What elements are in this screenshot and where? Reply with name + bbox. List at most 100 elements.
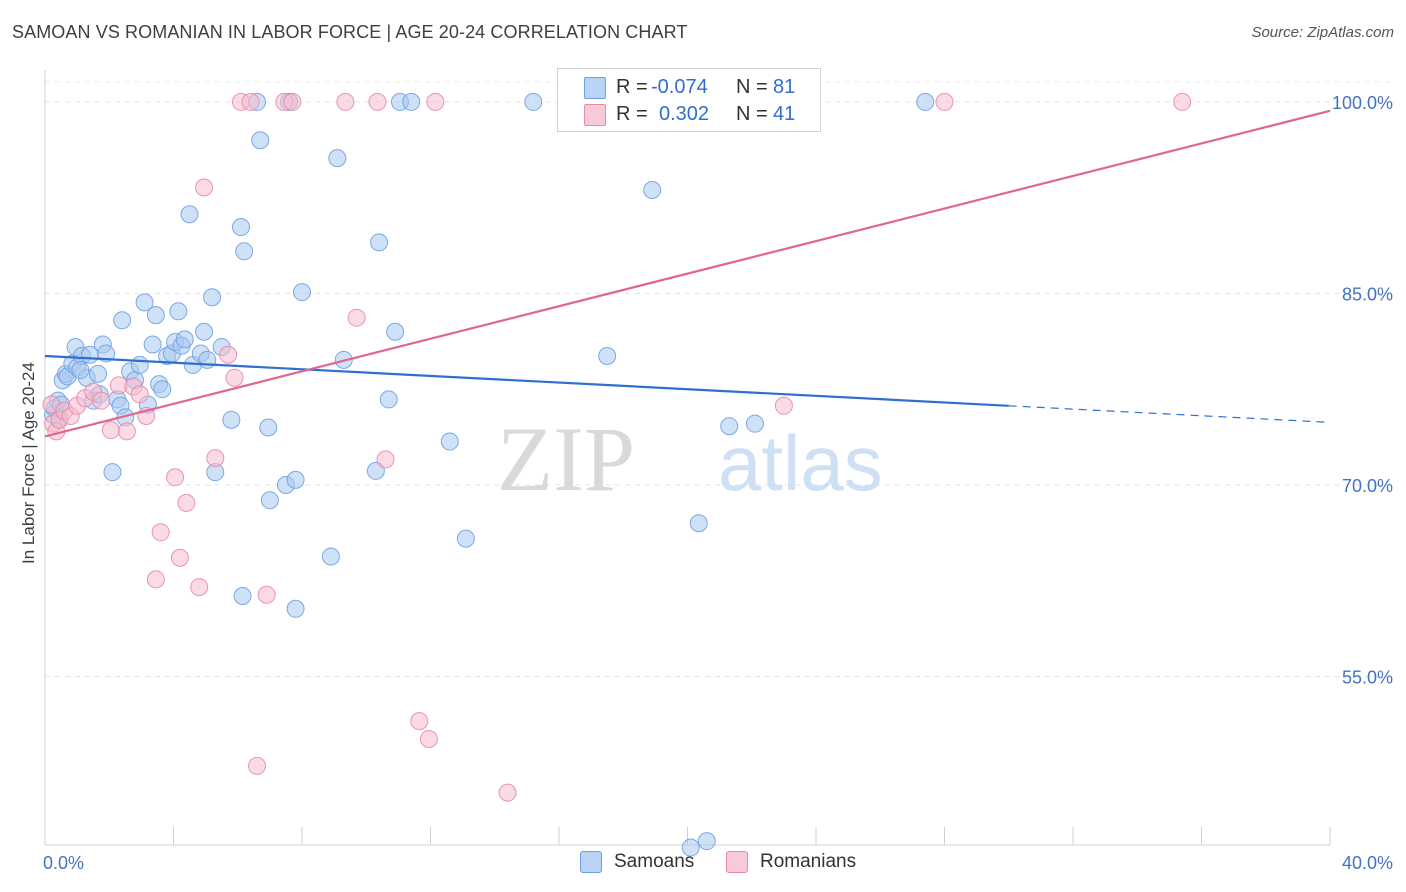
samoans-point bbox=[720, 417, 739, 436]
romanians-point bbox=[101, 421, 120, 440]
samoans-point bbox=[440, 432, 459, 451]
romanians-point bbox=[248, 756, 267, 775]
samoans-swatch bbox=[584, 77, 606, 99]
samoans-point bbox=[286, 599, 305, 618]
watermark-atlas: atlas bbox=[718, 419, 883, 507]
romanians-point bbox=[170, 548, 189, 567]
stats-legend: R = -0.074 N = 81 R = 0.302 N = 41 bbox=[557, 68, 821, 132]
legend-n-value: 41 bbox=[773, 102, 796, 125]
samoans-point bbox=[456, 529, 475, 548]
romanians-point bbox=[419, 730, 438, 749]
samoans-point bbox=[251, 131, 270, 150]
samoans-point bbox=[286, 470, 305, 489]
romanians-point bbox=[195, 178, 214, 197]
y-tick-label: 100.0% bbox=[1332, 93, 1393, 113]
romanians-point bbox=[241, 92, 260, 111]
samoans-point bbox=[379, 390, 398, 409]
legend-n-label: N = bbox=[736, 75, 768, 98]
watermark: ZIP atlas bbox=[497, 408, 883, 510]
bottom-legend-romanians: Romanians bbox=[726, 851, 856, 873]
samoans-legend-swatch bbox=[580, 851, 602, 873]
romanians-point bbox=[257, 585, 276, 604]
romanians-point bbox=[498, 783, 517, 802]
samoans-point bbox=[195, 322, 214, 341]
samoans-point bbox=[386, 322, 405, 341]
legend-r-label: R = bbox=[616, 75, 648, 98]
romanians-point bbox=[151, 523, 170, 542]
romanians-point bbox=[426, 92, 445, 111]
romanians-legend-swatch bbox=[726, 851, 748, 873]
samoans-point bbox=[103, 463, 122, 482]
tick-labels: 100.0% 85.0% 70.0% 55.0% 0.0% 40.0% bbox=[43, 93, 1393, 873]
chart-source: Source: ZipAtlas.com bbox=[1251, 24, 1394, 41]
x-tick-label: 40.0% bbox=[1342, 853, 1393, 873]
romanians-point bbox=[376, 450, 395, 469]
x-tick-label: 0.0% bbox=[43, 853, 84, 873]
samoans-point bbox=[143, 335, 162, 354]
romanians-point bbox=[177, 493, 196, 512]
chart-title: SAMOAN VS ROMANIAN IN LABOR FORCE | AGE … bbox=[12, 22, 688, 42]
romanians-swatch bbox=[584, 104, 606, 126]
romanians-point bbox=[1173, 92, 1192, 111]
romanians-legend-label: Romanians bbox=[760, 851, 857, 872]
samoans-point bbox=[524, 92, 543, 111]
samoans-point bbox=[916, 92, 935, 111]
samoans-point bbox=[135, 293, 154, 312]
romanians-point bbox=[92, 391, 111, 410]
romanians-point bbox=[225, 368, 244, 387]
samoans-point bbox=[260, 491, 279, 510]
bottom-legend-samoans: Samoans bbox=[580, 851, 694, 873]
samoans-point bbox=[180, 205, 199, 224]
samoans-point bbox=[402, 92, 421, 111]
samoans-point bbox=[222, 410, 241, 429]
romanians-point bbox=[206, 449, 225, 468]
samoans-point bbox=[321, 547, 340, 566]
samoans-point bbox=[153, 380, 172, 399]
samoans-point bbox=[146, 306, 165, 325]
samoans-point bbox=[97, 344, 116, 363]
watermark-zip: ZIP bbox=[497, 408, 635, 510]
axes bbox=[44, 70, 1331, 846]
samoans-point bbox=[113, 311, 132, 330]
samoans-point bbox=[130, 355, 149, 374]
romanians-point bbox=[935, 92, 954, 111]
samoans-point bbox=[689, 514, 708, 533]
romanians-point bbox=[130, 385, 149, 404]
samoans-point bbox=[71, 361, 90, 380]
legend-n-value: 81 bbox=[773, 75, 796, 98]
legend-r-value: -0.074 bbox=[651, 75, 708, 98]
romanians-point bbox=[410, 712, 429, 731]
samoans-point bbox=[366, 461, 385, 480]
y-tick-label: 70.0% bbox=[1342, 476, 1393, 496]
legend-r-value: 0.302 bbox=[659, 102, 710, 125]
romanians-point bbox=[219, 345, 238, 364]
romanians-point bbox=[283, 92, 302, 111]
romanians-point bbox=[774, 396, 793, 415]
samoans-point bbox=[697, 832, 716, 851]
samoans-point bbox=[643, 181, 662, 200]
samoans-trend-line bbox=[44, 354, 1009, 407]
samoans-trend-extension bbox=[1008, 405, 1331, 423]
y-tick-label: 55.0% bbox=[1342, 667, 1393, 687]
romanians-trend-line bbox=[44, 109, 1331, 438]
samoans-point bbox=[169, 302, 188, 321]
samoans-legend-label: Samoans bbox=[614, 851, 695, 872]
romanians-point bbox=[347, 308, 366, 327]
legend-n-label: N = bbox=[736, 102, 768, 125]
romanians-point bbox=[336, 92, 355, 111]
samoans-point bbox=[233, 587, 252, 606]
gridlines bbox=[45, 81, 1395, 677]
samoans-point bbox=[175, 330, 194, 349]
samoans-point bbox=[598, 346, 617, 365]
romanians-point bbox=[190, 578, 209, 597]
samoans-point bbox=[328, 149, 347, 168]
y-tick-label: 85.0% bbox=[1342, 284, 1393, 304]
romanians-point bbox=[146, 570, 165, 589]
samoans-point bbox=[203, 288, 222, 307]
romanians-point bbox=[166, 468, 185, 487]
legend-r-label: R = bbox=[616, 102, 648, 125]
romanians-point bbox=[368, 92, 387, 111]
samoans-point bbox=[293, 283, 311, 302]
samoans-point bbox=[745, 414, 764, 433]
